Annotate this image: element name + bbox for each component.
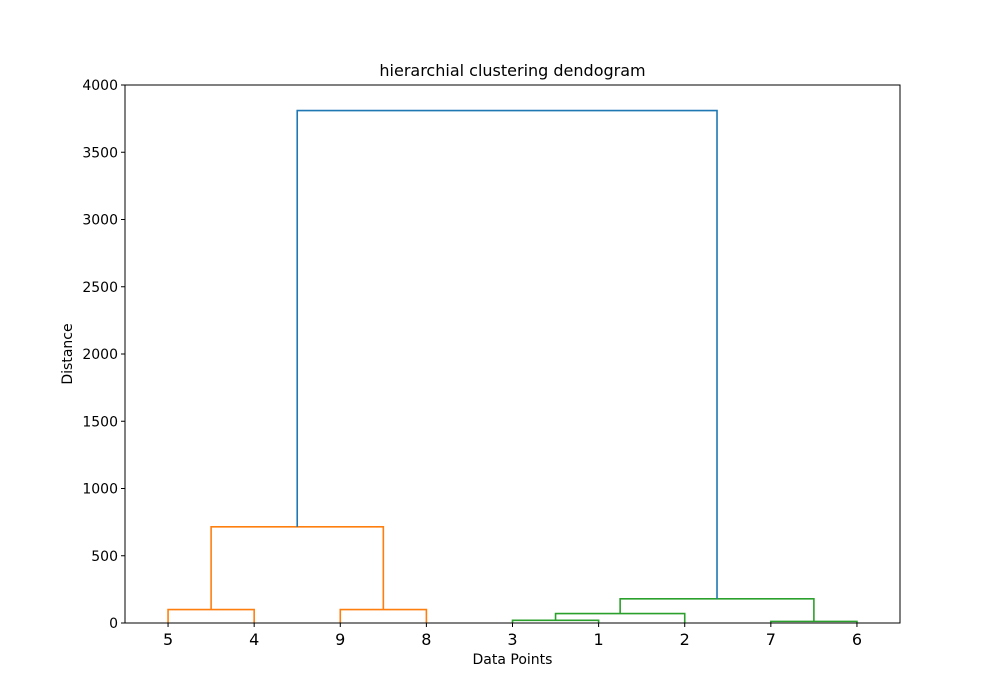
- y-tick-label: 4000: [82, 78, 118, 94]
- y-tick-label: 500: [91, 549, 118, 565]
- dendrogram-link-1: [167, 608, 255, 623]
- x-axis-title: Data Points: [473, 652, 553, 668]
- y-tick-label: 2500: [82, 280, 118, 296]
- y-tick-label: 0: [109, 616, 118, 632]
- y-tick-label: 3000: [82, 213, 118, 229]
- dendrogram-link-8: [296, 109, 718, 599]
- dendrogram-link-7: [619, 597, 815, 622]
- y-axis-title: Distance: [60, 323, 76, 384]
- leaf-label: 9: [335, 630, 345, 649]
- leaf-label: 4: [249, 630, 259, 649]
- leaf-label: 3: [507, 630, 517, 649]
- y-tick-label: 1500: [82, 414, 118, 430]
- leaf-label: 8: [421, 630, 431, 649]
- dendrogram-link-5: [554, 612, 686, 623]
- x-axis: 5 4 9 8 3 1 2 7 6: [163, 623, 862, 649]
- leaf-label: 6: [852, 630, 862, 649]
- leaf-label: 1: [594, 630, 604, 649]
- dendrogram-link-2: [339, 608, 428, 623]
- y-tick-label: 3500: [82, 145, 118, 161]
- dendrogram-link-3: [210, 526, 385, 610]
- y-axis: 0 500 1000 1500 2000 2500 3000 3500 4000: [82, 78, 125, 632]
- leaf-label: 7: [766, 630, 776, 649]
- y-tick-label: 2000: [82, 347, 118, 363]
- leaf-label: 2: [680, 630, 690, 649]
- dendrogram-links: [167, 109, 858, 623]
- leaf-label: 5: [163, 630, 173, 649]
- chart-title: hierarchial clustering dendogram: [379, 61, 645, 80]
- plot-frame: [124, 84, 901, 624]
- y-tick-label: 1000: [82, 482, 118, 498]
